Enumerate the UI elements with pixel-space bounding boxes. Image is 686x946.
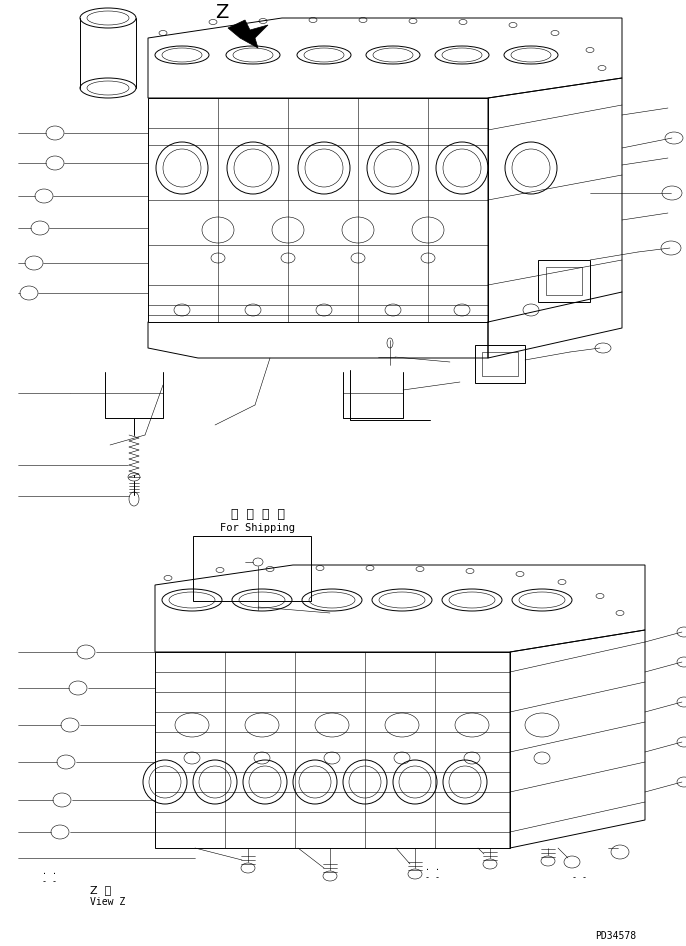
Text: - -: - -	[572, 873, 587, 883]
Text: . .: . .	[425, 864, 440, 872]
Bar	[546, 267, 582, 295]
Bar	[475, 345, 525, 383]
Text: PD34578: PD34578	[595, 931, 636, 941]
Bar	[193, 536, 311, 601]
Text: . .: . .	[42, 867, 57, 877]
Bar	[482, 352, 518, 376]
Text: 運  携  部  品: 運 携 部 品	[231, 509, 285, 521]
Text: - -: - -	[425, 873, 440, 883]
Text: View Z: View Z	[90, 897, 126, 907]
Text: For Shipping: For Shipping	[220, 523, 296, 533]
Polygon shape	[228, 20, 268, 48]
Text: Z: Z	[215, 4, 228, 23]
Ellipse shape	[80, 8, 136, 28]
Ellipse shape	[80, 78, 136, 98]
Bar	[538, 260, 590, 302]
Text: - -: - -	[42, 878, 57, 886]
Text: Z  視: Z 視	[90, 885, 111, 895]
